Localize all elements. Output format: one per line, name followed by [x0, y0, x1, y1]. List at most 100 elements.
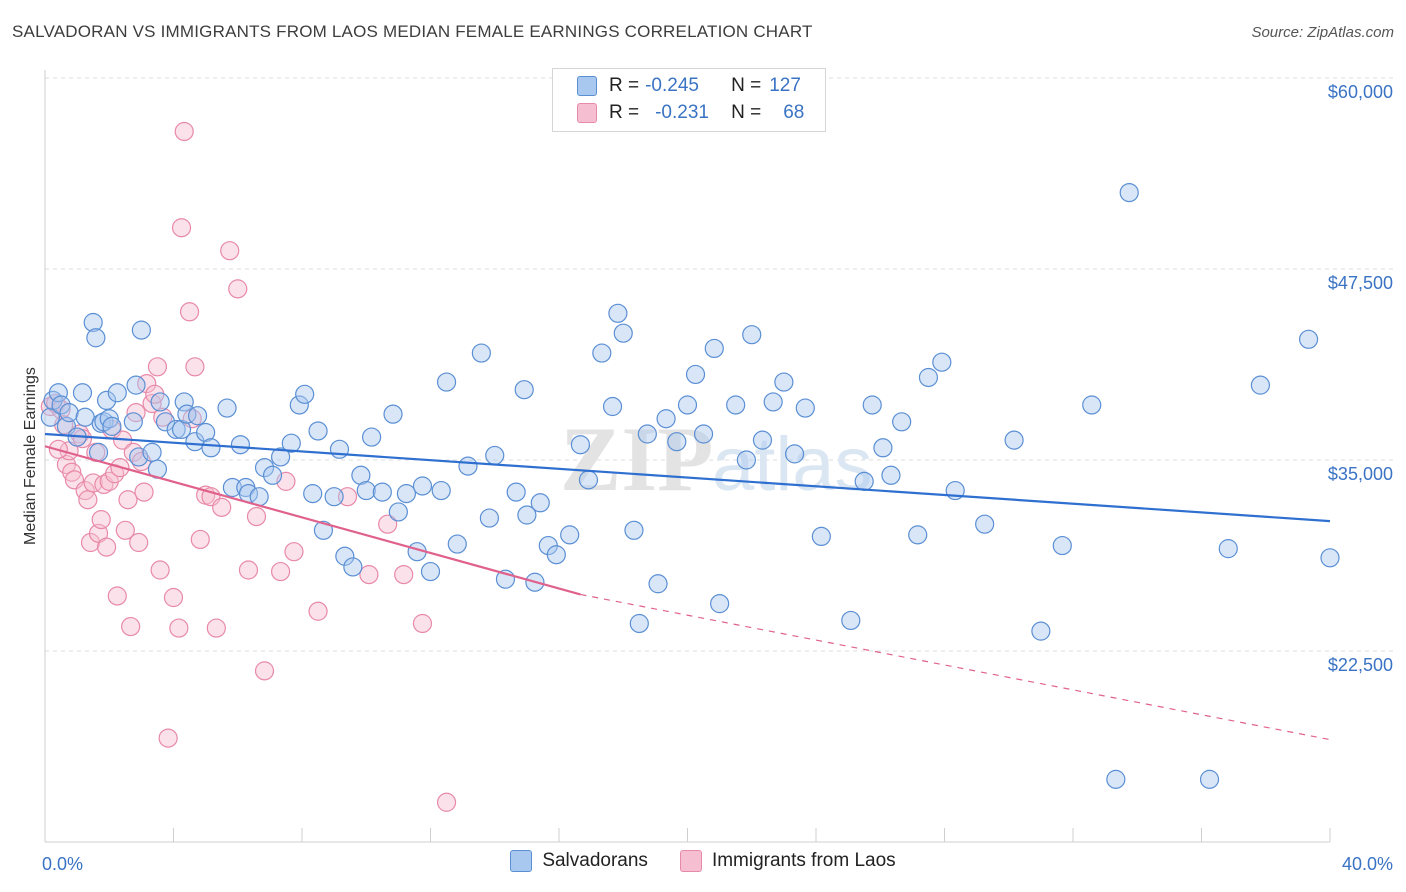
y-tick-label: $60,000 [1328, 82, 1393, 102]
salvadoran-point [1031, 621, 1051, 641]
salvadoran-point [107, 383, 127, 403]
laos-point [284, 542, 304, 562]
laos-point [163, 587, 184, 608]
legend-item-salvadorans: Salvadorans [510, 850, 648, 872]
salvadoran-point [485, 445, 505, 466]
laos-point [270, 561, 291, 582]
watermark-atlas: atlas [712, 422, 873, 507]
legend-label-salvadorans: Salvadorans [542, 850, 648, 871]
legend-swatch-pink [577, 103, 597, 123]
salvadoran-point [602, 396, 623, 417]
salvadoran-point [873, 438, 893, 458]
legend-swatch-pink [679, 850, 702, 872]
salvadoran-point [171, 419, 192, 440]
salvadoran-point [458, 456, 478, 476]
salvadoran-point [1199, 769, 1220, 789]
salvadoran-point [254, 458, 275, 478]
salvadoran-point [862, 395, 882, 415]
salvadoran-point [892, 412, 912, 432]
salvadoran-point [704, 338, 724, 359]
salvadoran-point [975, 514, 995, 534]
legend-n-label: N = [731, 102, 762, 123]
salvadoran-point [412, 476, 433, 496]
salvadoran-point [388, 502, 408, 522]
salvadoran-point [1298, 329, 1319, 349]
salvadoran-point [150, 392, 170, 412]
salvadoran-point [86, 328, 106, 348]
salvadoran-point [396, 484, 417, 504]
laos-point [174, 121, 194, 142]
laos-point [228, 279, 248, 299]
salvadoran-point [774, 372, 794, 392]
laos-point [179, 302, 200, 322]
laos-point [115, 520, 135, 540]
salvadoran-point [613, 323, 633, 343]
salvadoran-point [637, 424, 657, 444]
salvadoran-point [795, 398, 815, 418]
salvadoran-point [881, 465, 901, 485]
x-tick-label-max: 40.0% [1342, 854, 1393, 874]
salvadoran-point [324, 487, 344, 507]
salvadoran-point [530, 493, 550, 513]
laos-point [190, 529, 210, 550]
salvadoran-point [335, 546, 355, 566]
legend-item-laos: Immigrants from Laos [679, 850, 896, 872]
salvadoran-point [75, 407, 95, 427]
salvadoran-point [1004, 430, 1024, 450]
salvadoran-point [592, 343, 612, 363]
salvadoran-trend-line [44, 432, 1331, 523]
salvadoran-point [1106, 769, 1126, 789]
salvadoran-point [570, 435, 591, 455]
salvadoran-point [196, 422, 216, 443]
legend-swatch-blue [510, 850, 533, 872]
salvadoran-point [763, 392, 783, 412]
salvadoran-point [431, 480, 451, 501]
laos-point [78, 490, 98, 510]
salvadoran-point [841, 610, 861, 631]
salvadoran-point [811, 526, 831, 547]
salvadoran-point [784, 444, 805, 464]
series-immigrants-from-laos [40, 121, 457, 812]
salvadoran-point [155, 412, 176, 432]
salvadoran-point [578, 470, 599, 490]
y-tick-label: $47,500 [1328, 273, 1393, 293]
y-tick-label: $22,500 [1328, 655, 1393, 675]
salvadoran-point [72, 383, 93, 403]
legend-r-label: R = [609, 75, 640, 96]
salvadoran-point [1119, 183, 1139, 203]
salvadoran-point [693, 424, 714, 444]
legend-r-value: -0.245 [645, 75, 699, 96]
watermark: ZIP atlas [560, 408, 873, 510]
salvadoran-point [313, 520, 334, 540]
salvadoran-point [262, 465, 283, 485]
salvadoran-point [1052, 535, 1072, 556]
salvadoran-point [560, 525, 580, 545]
salvadoran-point [656, 409, 676, 429]
correlation-legend: R = -0.245 N = 127 R = -0.231 N = 68 [552, 68, 826, 132]
salvadoran-point [343, 557, 363, 577]
laos-point [129, 532, 149, 553]
x-tick-label-min: 0.0% [42, 854, 83, 874]
salvadoran-point [506, 482, 526, 502]
laos-point [246, 506, 267, 527]
source-label: Source: ZipAtlas.com [1251, 24, 1394, 41]
salvadoran-point [918, 367, 939, 388]
salvadoran-point [1250, 375, 1270, 395]
salvadoran-point [270, 447, 291, 467]
laos-point [62, 462, 82, 482]
salvadoran-point [479, 508, 499, 528]
salvadoran-point [96, 390, 117, 411]
salvadoran-point [908, 525, 928, 545]
laos-point [171, 218, 192, 238]
laos-point [238, 560, 259, 580]
salvadoran-point [281, 433, 301, 453]
y-tick-label: $35,000 [1328, 464, 1393, 484]
legend-r-value: -0.231 [655, 102, 709, 123]
salvadoran-point [295, 384, 315, 404]
salvadoran-point [289, 395, 309, 415]
salvadoran-point [362, 427, 382, 447]
salvadoran-point [471, 343, 491, 363]
salvadoran-point [629, 613, 649, 634]
salvadoran-point [447, 534, 467, 554]
